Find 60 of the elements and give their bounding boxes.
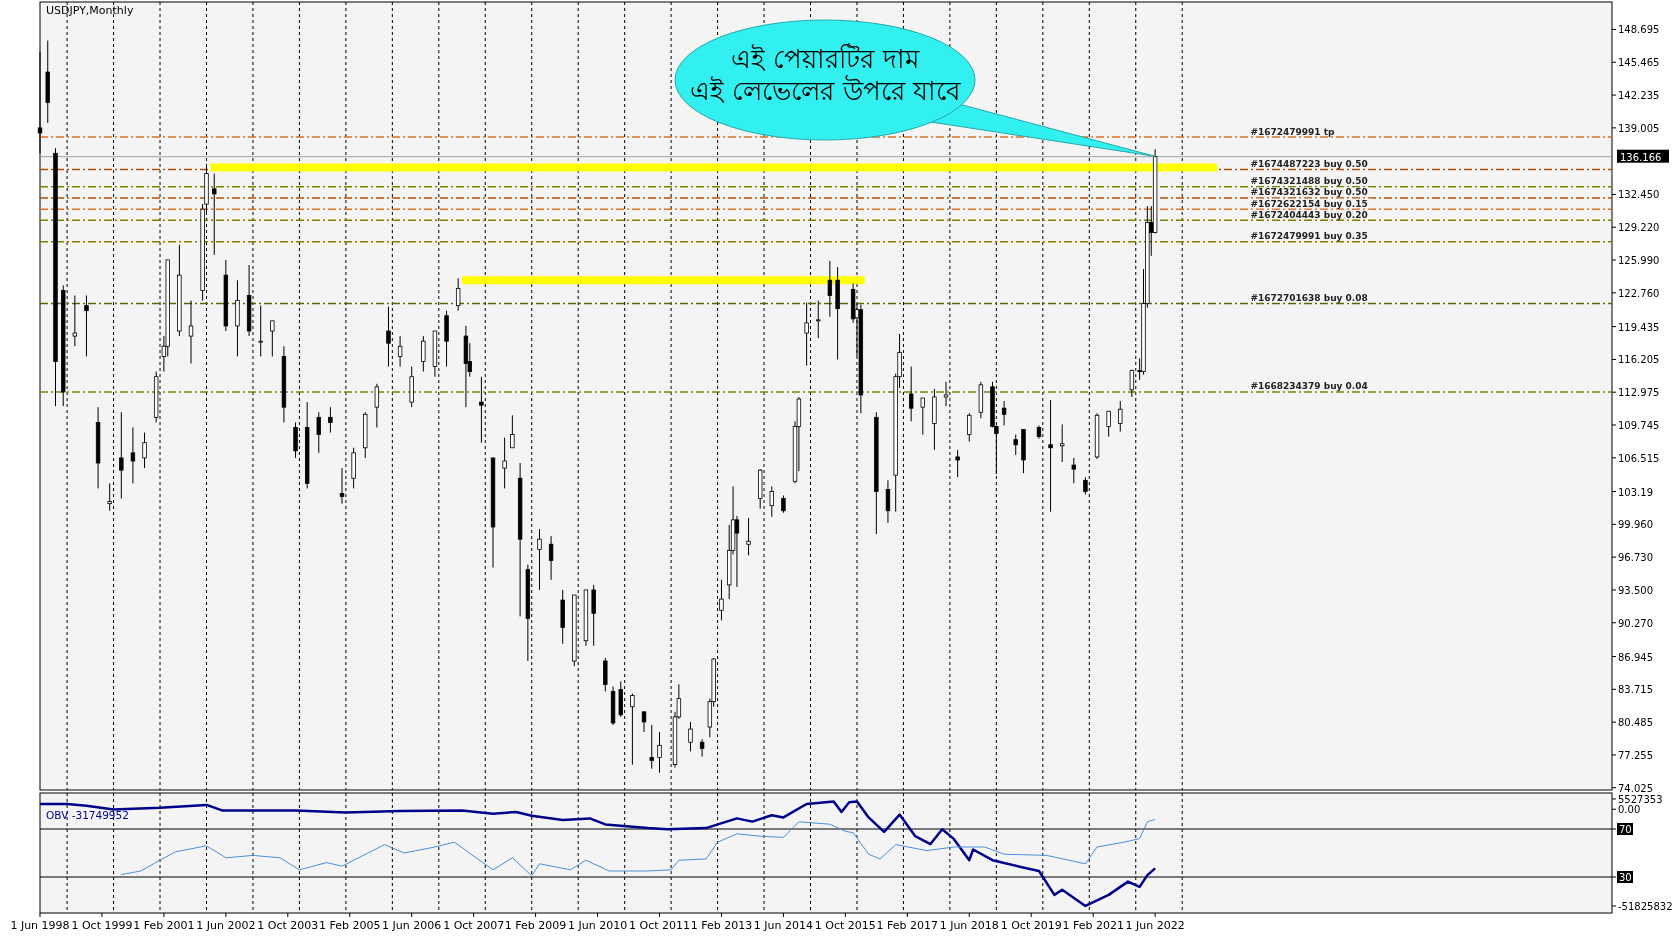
ref-line-label: #1672701638 buy 0.08	[1250, 293, 1368, 304]
x-tick-label: 1 Jun 2022	[1125, 919, 1185, 932]
x-tick-label: 1 Jun 2014	[753, 919, 813, 932]
x-tick-label: 1 Oct 2007	[443, 919, 505, 932]
y-tick-label: 129.220	[1618, 222, 1660, 234]
x-tick-label: 1 Feb 2005	[319, 919, 381, 932]
y-tick-label: 93.500	[1618, 584, 1653, 596]
y-tick-label: 106.515	[1618, 452, 1660, 464]
ref-line-label: #1672404443 buy 0.20	[1250, 209, 1368, 220]
y-tick-label: 86.945	[1618, 651, 1653, 663]
x-tick-label: 1 Oct 2019	[1000, 919, 1062, 932]
y-tick-label: 83.715	[1618, 684, 1653, 696]
y-tick-label: 96.730	[1618, 552, 1653, 564]
y-tick-label: 145.465	[1618, 57, 1660, 69]
x-tick-label: 1 Jun 1998	[10, 919, 70, 932]
y2-tick-label: 30	[1619, 872, 1632, 883]
x-tick-label: 1 Feb 2001	[133, 919, 195, 932]
y-tick-label: 90.270	[1618, 617, 1653, 629]
y-tick-label: 5527353	[1618, 793, 1663, 805]
ref-line-label: #1672479991 tp	[1250, 126, 1336, 137]
y-tick-label: 74.025	[1618, 782, 1653, 794]
y-tick-label: 122.760	[1618, 287, 1660, 299]
y-tick-label: 80.485	[1618, 717, 1653, 729]
x-tick-label: 1 Jun 2018	[939, 919, 999, 932]
y-tick-label: 119.435	[1618, 321, 1660, 333]
x-tick-label: 1 Oct 2011	[629, 919, 691, 932]
x-tick-label: 1 Feb 2013	[690, 919, 753, 932]
y-tick-label: 99.960	[1618, 519, 1653, 531]
x-tick-label: 1 Oct 2015	[814, 919, 876, 932]
ref-line-label: #1672622154 buy 0.15	[1250, 198, 1368, 209]
chart-title: USDJPY,Monthly	[46, 4, 134, 17]
y-tick-label: 139.005	[1618, 122, 1660, 134]
y-tick-label: 0.00	[1618, 804, 1641, 816]
ref-line-label: 136.166	[1620, 151, 1662, 163]
x-tick-label: 1 Feb 2021	[1062, 919, 1124, 932]
y-tick-label: 132.450	[1618, 189, 1660, 201]
ref-line-label: #1674321632 buy 0.50	[1250, 187, 1368, 198]
ref-line-label: #1668234379 buy 0.04	[1250, 381, 1368, 392]
ref-line-label: #1672479991 buy 0.35	[1250, 231, 1368, 242]
y-tick-label: 148.695	[1618, 24, 1660, 36]
x-tick-label: 1 Jun 2010	[567, 919, 628, 932]
ref-line-label: #1674487223 buy 0.50	[1250, 159, 1368, 170]
series-label: OBV -31749952	[46, 809, 129, 821]
y-tick-label: 77.255	[1618, 749, 1653, 761]
y-tick-label: 125.990	[1618, 255, 1660, 267]
x-tick-label: 1 Oct 2003	[257, 919, 319, 932]
y-tick-label: 103.19	[1618, 486, 1653, 498]
y-tick-label: 109.745	[1618, 419, 1660, 431]
y2-tick-label: 70	[1619, 824, 1632, 835]
y-tick-label: -51825832	[1618, 900, 1673, 912]
x-tick-label: 1 Feb 2017	[876, 919, 939, 932]
ref-line-label: #1674321488 buy 0.50	[1250, 176, 1368, 187]
x-tick-label: 1 Oct 1999	[71, 919, 133, 932]
annotation: এই পেয়ারটির দাম এই লেভেলের উপরে যাবে	[690, 43, 961, 106]
y-tick-label: 142.235	[1618, 90, 1660, 102]
y-tick-label: 116.205	[1618, 354, 1660, 366]
x-tick-label: 1 Jun 2002	[196, 919, 256, 932]
x-tick-label: 1 Jun 2006	[382, 919, 442, 932]
x-tick-label: 1 Feb 2009	[504, 919, 567, 932]
y-tick-label: 112.975	[1618, 387, 1660, 399]
